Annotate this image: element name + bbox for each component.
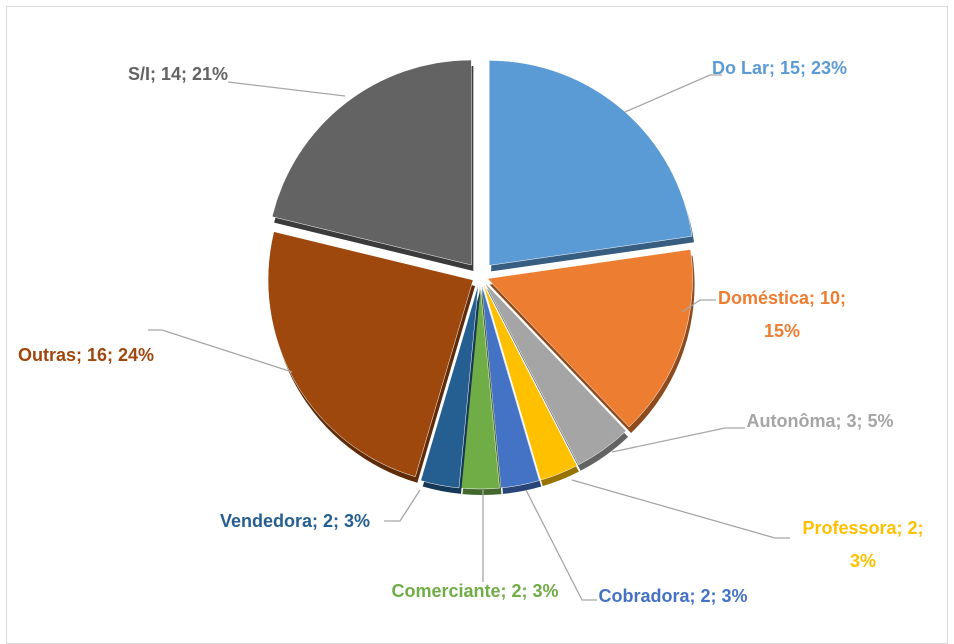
slice [484, 282, 627, 466]
data-label: Comerciante; 2; 3% [391, 581, 559, 601]
slice [420, 283, 479, 489]
slice [488, 60, 693, 266]
data-label: Outras; 16; 24% [18, 345, 155, 365]
data-label: S/I; 14; 21% [127, 64, 228, 84]
slice [487, 249, 693, 428]
slice [482, 283, 578, 481]
data-label: Professora; 2; 3% [802, 518, 924, 571]
data-label: Cobradora; 2; 3% [598, 586, 748, 606]
slice [267, 231, 474, 478]
slice [271, 59, 472, 266]
leader-lines [148, 74, 790, 601]
data-label: Do Lar; 15; 23% [712, 58, 848, 78]
data-label: Doméstica; 10; 15% [717, 288, 847, 341]
data-label: Autonôma; 3; 5% [746, 411, 894, 431]
data-label: Vendedora; 2; 3% [219, 511, 371, 531]
slice [481, 283, 540, 489]
